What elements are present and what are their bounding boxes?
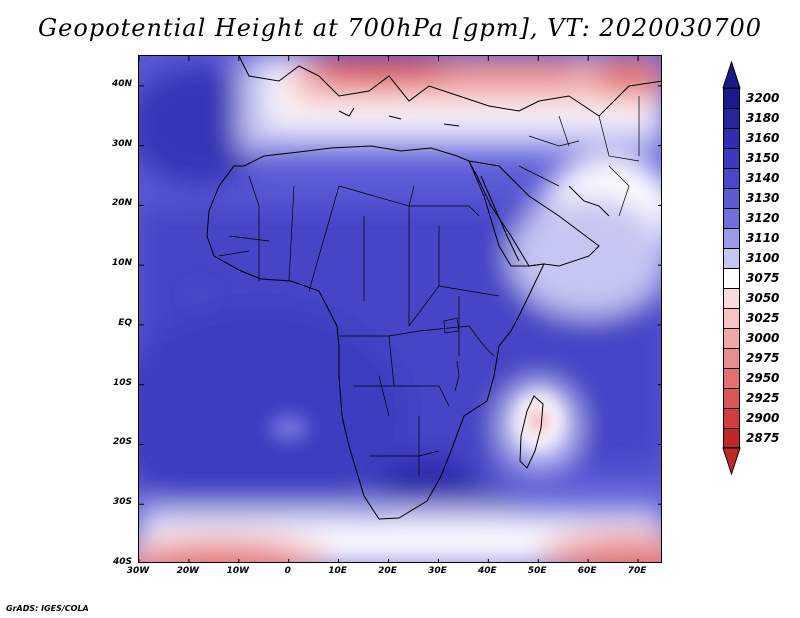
atlantic-pocket — [269, 414, 309, 442]
colorbar-swatch — [723, 308, 740, 328]
colorbar: 3200 3180 3160 3150 3140 3130 3120 3110 3100 3075… — [717, 60, 797, 560]
colorbar-label: 3000 — [746, 331, 780, 345]
field-shading — [139, 56, 661, 562]
south-africa-high — [379, 456, 479, 516]
grads-credit: GrADS: IGES/COLA — [6, 604, 89, 613]
lon-label: 70E — [627, 566, 647, 576]
south-atlantic-high-core — [139, 306, 409, 526]
colorbar-label: 3120 — [746, 211, 780, 225]
red-sea-side — [480, 175, 520, 262]
lon-label: 50E — [527, 566, 547, 576]
north-atlantic-ridge — [139, 66, 269, 186]
lat-label: 30S — [112, 497, 132, 508]
colorbar-label: 3130 — [746, 191, 780, 205]
colorbar-swatch — [723, 168, 740, 188]
colorbar-swatch — [723, 148, 740, 168]
lat-label: 20S — [112, 437, 132, 448]
lon-label: 20W — [176, 566, 200, 576]
lake-victoria — [443, 317, 460, 334]
colorbar-swatch — [723, 368, 740, 388]
colorbar-top-arrow — [722, 60, 741, 89]
colorbar-label: 3140 — [746, 171, 780, 185]
lon-label: 30W — [126, 566, 150, 576]
colorbar-label: 2900 — [746, 411, 780, 425]
madagascar-low-core — [529, 407, 549, 435]
arabian-3100 — [509, 196, 661, 316]
colorbar-label: 2950 — [746, 371, 780, 385]
colorbar-label: 3200 — [746, 91, 780, 105]
colorbar-swatch — [723, 128, 740, 148]
lat-label: 10N — [111, 258, 132, 269]
colorbar-swatch — [723, 388, 740, 408]
lat-label: 40N — [111, 78, 132, 89]
colorbar-swatch — [723, 268, 740, 288]
sw-low-core — [145, 553, 293, 562]
atlantic-spot — [185, 286, 213, 306]
colorbar-label: 3160 — [746, 131, 780, 145]
lon-label: 60E — [577, 566, 597, 576]
colorbar-label: 2875 — [746, 431, 780, 445]
colorbar-label: 2925 — [746, 391, 780, 405]
se-low-core — [566, 551, 661, 562]
colorbar-swatch — [723, 288, 740, 308]
lon-label: 10E — [328, 566, 347, 576]
map-title: Geopotential Height at 700hPa [gpm], VT:… — [38, 14, 762, 42]
coastlines — [206, 56, 661, 520]
lon-label: 0 — [284, 566, 291, 576]
colorbar-swatch — [723, 408, 740, 428]
colorbar-swatch — [723, 328, 740, 348]
colorbar-label: 3025 — [746, 311, 780, 325]
colorbar-label: 3180 — [746, 111, 780, 125]
lon-label: 10W — [226, 566, 250, 576]
colorbar-swatch — [723, 88, 740, 108]
lat-label: 20N — [111, 198, 132, 209]
africa-coast — [206, 145, 545, 520]
colorbar-label: 3100 — [746, 251, 780, 265]
med-islands — [338, 107, 460, 127]
colorbar-label: 3075 — [746, 271, 780, 285]
colorbar-swatch — [723, 228, 740, 248]
colorbar-swatch — [723, 428, 740, 448]
lon-label: 40E — [477, 566, 497, 576]
lon-label: 30E — [428, 566, 447, 576]
lon-label: 20E — [378, 566, 397, 576]
colorbar-swatch — [723, 248, 740, 268]
colorbar-swatch — [723, 208, 740, 228]
persian-gulf — [568, 185, 610, 217]
lat-label: EQ — [118, 317, 132, 328]
colorbar-label: 2975 — [746, 351, 780, 365]
colorbar-swatch — [723, 348, 740, 368]
frame-ticks — [139, 56, 661, 562]
colorbar-label: 3050 — [746, 291, 780, 305]
colorbar-bottom-arrow — [722, 447, 741, 476]
east-med-low — [589, 58, 661, 94]
colorbar-swatch — [723, 188, 740, 208]
lat-label: 10S — [112, 377, 132, 388]
europe-coast — [238, 56, 661, 117]
lake-malawi — [454, 360, 460, 392]
colorbar-label: 3110 — [746, 231, 780, 245]
lat-label: 40S — [112, 557, 132, 567]
map-plot-area — [138, 55, 662, 563]
colorbar-label: 3150 — [746, 151, 780, 165]
madagascar — [519, 395, 544, 469]
arabia-coast — [468, 160, 600, 267]
country-borders — [218, 96, 640, 476]
lat-label: 30N — [111, 138, 132, 149]
med-low — [309, 56, 449, 86]
colorbar-swatch — [723, 108, 740, 128]
